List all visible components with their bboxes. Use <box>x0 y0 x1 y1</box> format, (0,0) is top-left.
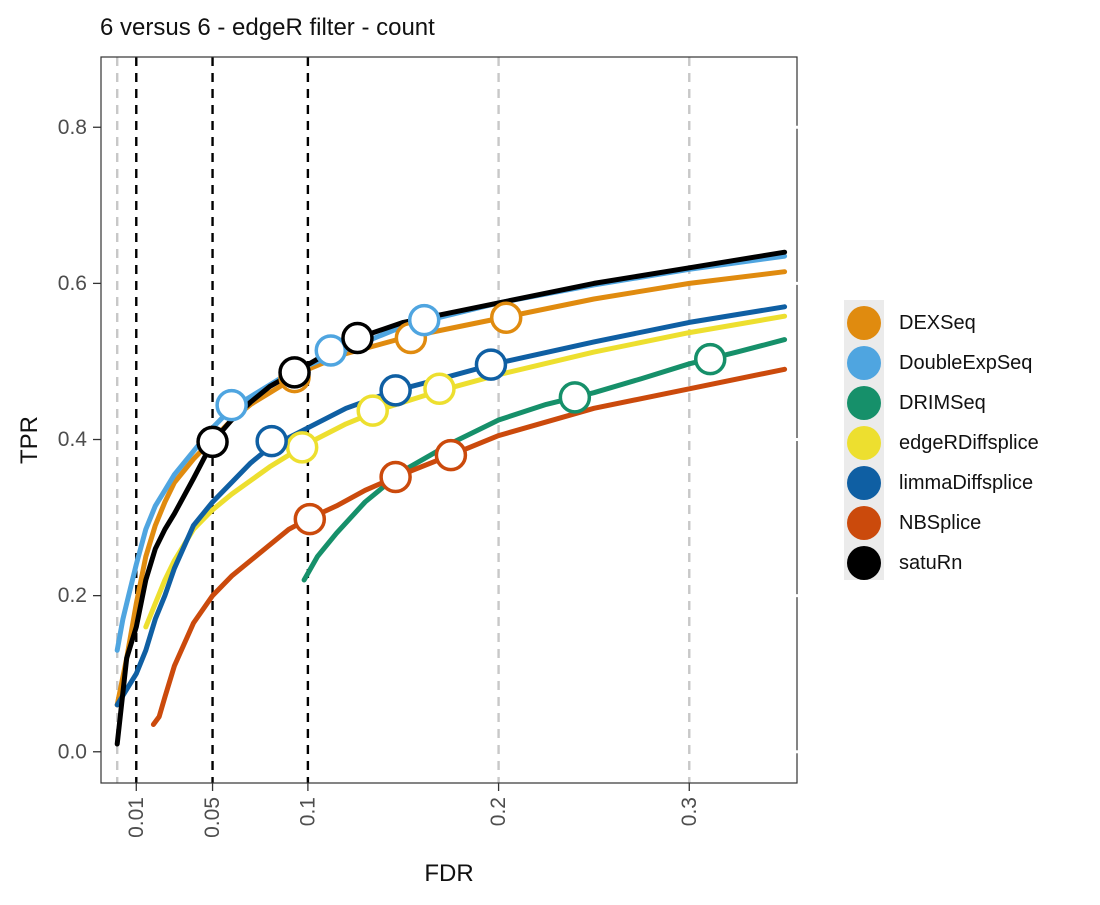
legend-item-drimseq: DRIMSeq <box>847 386 986 420</box>
fdr-threshold-point-dexseq <box>489 301 523 334</box>
fdr-threshold-point-limmadiffsplice <box>379 374 412 407</box>
fdr-threshold-point-doubleexpseq <box>314 334 348 367</box>
fdr-threshold-point-edgerdiffsplice <box>285 431 319 464</box>
reference-lines <box>116 57 691 783</box>
fdr-threshold-point-edgerdiffsplice <box>356 394 389 427</box>
legend-label: DRIMSeq <box>899 392 986 414</box>
legend-swatch <box>847 426 881 460</box>
x-axis-title: FDR <box>424 860 473 887</box>
series-lines <box>114 249 788 747</box>
y-tick-label: 0.8 <box>58 116 87 139</box>
fdr-threshold-point-saturn <box>196 425 229 459</box>
fdr-threshold-point-limmadiffsplice <box>474 348 508 381</box>
legend-swatch <box>847 386 881 420</box>
x-tick-label: 0.2 <box>487 797 510 826</box>
fdr-threshold-point-saturn <box>278 356 311 389</box>
fdr-threshold-point-saturn <box>341 321 374 355</box>
legend-item-saturn: satuRn <box>847 546 962 580</box>
fdr-threshold-point-nbsplice <box>379 460 412 494</box>
legend-swatch <box>847 306 881 340</box>
legend-swatch <box>847 546 881 580</box>
fdr-threshold-point-limmadiffsplice <box>255 424 288 458</box>
legend-label: satuRn <box>899 552 962 574</box>
legend-swatch <box>847 466 881 500</box>
x-tick-label: 0.05 <box>201 797 224 838</box>
y-tick-label: 0.2 <box>58 584 87 607</box>
fdr-threshold-point-nbsplice <box>434 438 468 472</box>
legend-swatch <box>847 346 881 380</box>
legend-item-limmadiffsplice: limmaDiffsplice <box>847 466 1033 500</box>
series-points <box>196 301 727 536</box>
fdr-threshold-point-nbsplice <box>293 502 327 536</box>
fdr-threshold-point-doubleexpseq <box>215 388 248 422</box>
x-tick-label: 0.01 <box>125 797 148 838</box>
x-tick-label: 0.3 <box>678 797 701 826</box>
legend-label: NBSplice <box>899 512 981 534</box>
legend-label: limmaDiffsplice <box>899 472 1033 494</box>
legend-label: DEXSeq <box>899 312 976 334</box>
fdr-threshold-point-drimseq <box>558 381 592 414</box>
y-axis-title: TPR <box>16 416 43 464</box>
legend-item-nbsplice: NBSplice <box>847 506 981 540</box>
fdr-threshold-point-drimseq <box>693 342 727 376</box>
chart-title: 6 versus 6 - edgeR filter - count <box>100 14 435 41</box>
legend-label: DoubleExpSeq <box>899 352 1032 374</box>
legend-item-edgerdiffsplice: edgeRDiffsplice <box>847 426 1039 460</box>
legend: DEXSeq DoubleExpSeq DRIMSeq edgeRDiffsplice… <box>844 300 1039 580</box>
series-line-drimseq <box>301 337 788 583</box>
legend-item-doubleexpseq: DoubleExpSeq <box>847 346 1032 380</box>
axes: 0.01 0.05 0.1 0.2 0.3 0.0 0.2 0.4 0.6 0.8 <box>58 116 801 838</box>
plot-panel-border <box>100 56 798 784</box>
legend-label: edgeRDiffsplice <box>899 432 1039 454</box>
fdr-threshold-point-doubleexpseq <box>407 303 441 337</box>
y-tick-label: 0.6 <box>58 272 87 295</box>
legend-item-dexseq: DEXSeq <box>847 306 976 340</box>
series-line-dexseq <box>114 269 788 708</box>
y-tick-label: 0.4 <box>58 428 88 451</box>
legend-swatch <box>847 506 881 540</box>
x-tick-label: 0.1 <box>296 797 319 826</box>
fdr-threshold-point-edgerdiffsplice <box>423 372 456 406</box>
y-tick-label: 0.0 <box>58 740 87 763</box>
